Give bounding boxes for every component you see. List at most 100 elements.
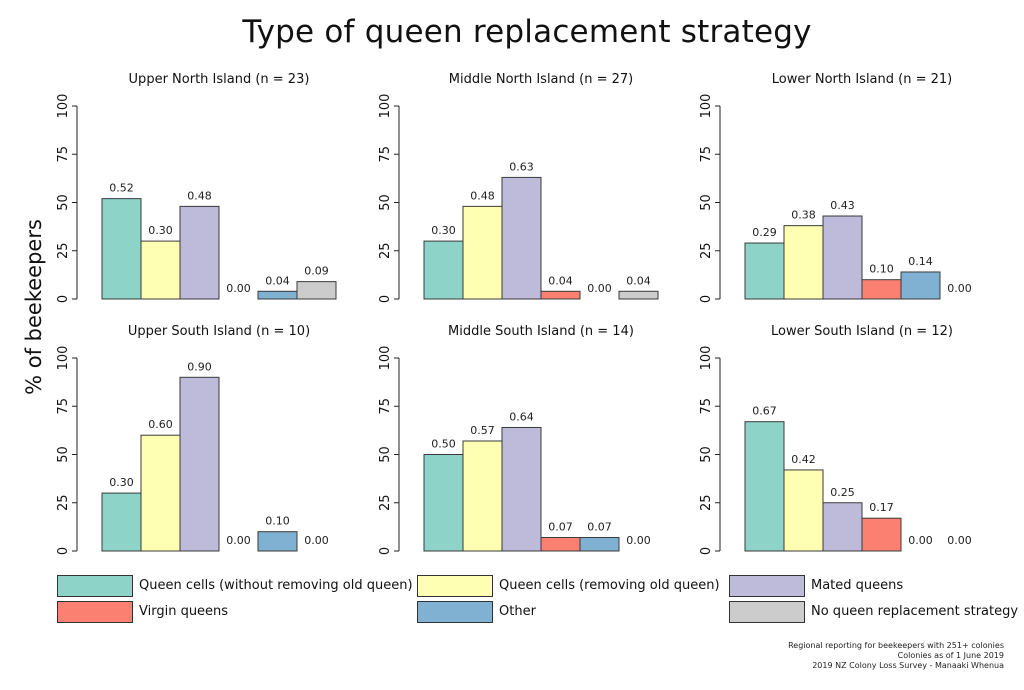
bar xyxy=(861,279,902,300)
data-label: 0.48 xyxy=(470,189,495,202)
footer-line-2: Colonies as of 1 June 2019 xyxy=(897,651,1004,660)
y-tick-label: 100 xyxy=(699,346,714,371)
bar xyxy=(179,376,220,552)
data-label: 0.00 xyxy=(587,282,612,295)
legend-swatch xyxy=(57,601,133,623)
y-tick-label: 100 xyxy=(378,94,393,119)
panel-1: Upper North Island (n = 23) 0 25 50 75 100 0.5… xyxy=(56,72,337,303)
bar xyxy=(296,281,337,300)
y-tick-label: 25 xyxy=(378,494,393,511)
panel-3: Lower North Island (n = 21) 0 25 50 75 100 0.2… xyxy=(699,72,972,303)
y-tick-label: 75 xyxy=(699,398,714,415)
data-label: 0.90 xyxy=(187,360,212,373)
bar xyxy=(822,502,863,552)
panel-title: Middle North Island (n = 27) xyxy=(449,72,633,87)
data-label: 0.60 xyxy=(148,418,173,431)
y-tick-label: 75 xyxy=(56,398,71,415)
y-tick-label: 100 xyxy=(56,346,71,371)
y-tick-label: 0 xyxy=(56,547,71,555)
data-label: 0.09 xyxy=(304,265,329,278)
y-tick-label: 0 xyxy=(378,547,393,555)
footer-line-1: Regional reporting for beekeepers with 2… xyxy=(788,641,1004,650)
y-tick-label: 25 xyxy=(56,242,71,259)
y-tick-label: 75 xyxy=(378,398,393,415)
bar xyxy=(179,205,220,300)
bar xyxy=(423,454,464,552)
bar xyxy=(140,434,181,552)
legend-label: Mated queens xyxy=(811,578,904,593)
y-tick-label: 50 xyxy=(699,194,714,211)
y-tick-label: 75 xyxy=(378,146,393,163)
y-tick-label: 25 xyxy=(699,494,714,511)
bar xyxy=(101,198,142,300)
panel-title: Lower North Island (n = 21) xyxy=(772,72,952,87)
data-label: 0.14 xyxy=(908,255,933,268)
bar xyxy=(462,440,503,552)
panel-title: Lower South Island (n = 12) xyxy=(771,324,953,339)
panel-2: Middle North Island (n = 27) 0 25 50 75 100 0.… xyxy=(378,72,659,303)
y-tick-label: 50 xyxy=(56,194,71,211)
data-label: 0.00 xyxy=(947,282,972,295)
data-label: 0.25 xyxy=(830,486,855,499)
bar xyxy=(900,271,941,300)
panel-title: Upper South Island (n = 10) xyxy=(128,324,310,339)
legend-swatch xyxy=(57,575,133,597)
data-label: 0.67 xyxy=(752,405,777,418)
legend-label: Other xyxy=(499,604,536,619)
data-label: 0.04 xyxy=(265,274,290,287)
data-label: 0.57 xyxy=(470,424,495,437)
bar xyxy=(540,290,581,300)
bar xyxy=(579,536,620,552)
bar xyxy=(501,176,542,300)
legend-label: Virgin queens xyxy=(139,604,229,619)
bar xyxy=(822,215,863,300)
bar xyxy=(140,240,181,300)
bar xyxy=(783,225,824,300)
bar-chart-panels: Upper North Island (n = 23) 0 25 50 75 100 0.5… xyxy=(56,72,972,555)
panel-title: Upper North Island (n = 23) xyxy=(129,72,310,87)
data-label: 0.04 xyxy=(548,274,573,287)
bar xyxy=(783,469,824,552)
data-label: 0.10 xyxy=(265,515,290,528)
data-label: 0.00 xyxy=(626,534,651,547)
y-tick-label: 0 xyxy=(56,295,71,303)
y-tick-label: 75 xyxy=(699,146,714,163)
legend-swatch xyxy=(417,601,493,623)
y-tick-label: 50 xyxy=(378,194,393,211)
y-tick-label: 50 xyxy=(699,446,714,463)
bar xyxy=(861,517,902,552)
panel-title: Middle South Island (n = 14) xyxy=(448,324,634,339)
bar xyxy=(744,421,785,552)
data-label: 0.17 xyxy=(869,501,894,514)
data-label: 0.00 xyxy=(304,534,329,547)
data-label: 0.29 xyxy=(752,226,777,239)
y-tick-label: 75 xyxy=(56,146,71,163)
legend-label: Queen cells (without removing old queen) xyxy=(139,578,413,593)
legend-swatch xyxy=(729,575,805,597)
bar xyxy=(257,531,298,552)
y-tick-label: 0 xyxy=(699,295,714,303)
data-label: 0.50 xyxy=(431,438,456,451)
legend-label: Queen cells (removing old queen) xyxy=(499,578,720,593)
data-label: 0.10 xyxy=(869,263,894,276)
bar xyxy=(540,536,581,552)
data-label: 0.38 xyxy=(791,209,816,222)
y-tick-label: 0 xyxy=(699,547,714,555)
data-label: 0.07 xyxy=(587,520,612,533)
panel-4: Upper South Island (n = 10) 0 25 50 75 100 0.3… xyxy=(56,324,329,555)
legend-label: No queen replacement strategy xyxy=(811,604,1019,619)
data-label: 0.04 xyxy=(626,274,651,287)
y-tick-label: 100 xyxy=(378,346,393,371)
y-tick-label: 100 xyxy=(699,94,714,119)
panel-5: Middle South Island (n = 14) 0 25 50 75 100 0.… xyxy=(378,324,651,555)
legend-swatch xyxy=(417,575,493,597)
chart-title: Type of queen replacement strategy xyxy=(242,14,812,50)
data-label: 0.00 xyxy=(226,534,251,547)
y-tick-label: 50 xyxy=(56,446,71,463)
y-tick-label: 100 xyxy=(56,94,71,119)
footer-note: Regional reporting for beekeepers with 2… xyxy=(788,641,1004,671)
data-label: 0.00 xyxy=(947,534,972,547)
data-label: 0.48 xyxy=(187,189,212,202)
data-label: 0.42 xyxy=(791,453,816,466)
y-tick-label: 25 xyxy=(378,242,393,259)
